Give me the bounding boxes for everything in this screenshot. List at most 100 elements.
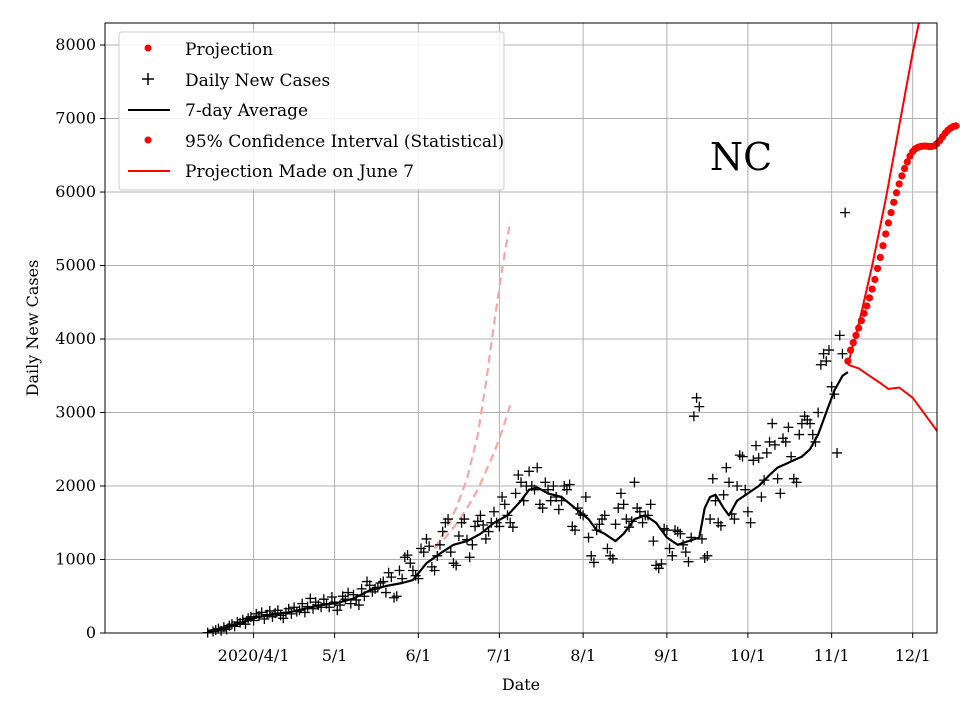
legend-plus-icon [142,73,154,85]
case-marker [548,481,559,492]
legend-dot-icon [144,136,152,144]
x-tick-label: 12/1 [895,646,931,665]
legend-entry-average: 7-day Average [128,101,308,121]
case-marker [513,469,524,480]
projection-dot [860,309,868,317]
confidence-interval-series [846,23,937,433]
legend-entry-june7: Projection Made on June 7 [128,162,414,182]
projection-dot [879,242,887,250]
legend-box [118,31,505,191]
case-marker [580,492,591,503]
case-marker [615,488,626,499]
seven-day-average-series [207,371,849,632]
x-axis-label: Date [502,675,540,694]
case-marker [532,462,543,473]
case-marker [807,429,818,440]
y-tick-label: 0 [86,623,96,642]
projection-dot [844,357,852,365]
case-marker [588,557,599,568]
case-marker [753,453,764,464]
legend-label: 7-day Average [185,101,308,121]
case-marker [826,381,837,392]
case-marker [499,499,510,510]
case-marker [761,447,772,458]
case-marker [437,526,448,537]
case-marker [453,530,464,541]
x-tick-label: 5/1 [322,646,348,665]
case-marker [524,466,535,477]
case-marker [740,484,751,495]
case-marker [656,558,667,569]
projection-dot [868,285,876,293]
case-marker [718,489,729,500]
projection-dot [846,346,855,354]
case-marker [467,539,478,550]
legend-label: Daily New Cases [185,71,330,91]
case-marker [645,499,656,510]
daily-cases-series [202,207,851,638]
case-marker [386,572,397,583]
case-marker [783,422,794,433]
case-marker [805,418,816,429]
projection-dot [852,331,860,339]
case-marker [516,477,526,488]
projection-dot [887,209,895,217]
case-marker [832,447,843,458]
y-tick-label: 6000 [55,182,96,201]
projection-dot [873,264,882,273]
legend: Projection Daily New Cases 7-day Average… [118,31,505,191]
legend-entry-projection: Projection [144,40,273,60]
case-marker [769,439,780,450]
case-marker [464,552,475,563]
case-marker [564,479,575,490]
case-marker [688,411,699,422]
case-marker [418,547,429,558]
case-marker [494,521,505,532]
case-marker [675,528,686,539]
case-marker [402,550,413,561]
projection-dot [865,294,874,302]
projection-dot [882,230,890,238]
case-marker [326,591,337,602]
case-marker [648,536,659,547]
case-marker [305,593,316,604]
case-marker [380,587,391,598]
projection-dot [884,219,892,227]
ci-lower-line [847,363,937,433]
legend-dot-icon [144,44,152,52]
average-line [207,371,849,632]
case-marker [472,516,483,527]
y-tick-label: 7000 [55,109,96,128]
projection-dot [898,172,906,180]
case-marker [378,576,389,587]
case-marker [510,488,521,499]
case-marker [497,492,508,503]
x-tick-label: 2020/4/1 [218,646,290,665]
case-marker [794,429,805,440]
case-marker [837,348,848,359]
case-marker [356,583,367,594]
case-marker [332,605,343,616]
case-marker [721,462,732,473]
y-tick-label: 5000 [55,256,96,275]
case-marker [470,521,481,532]
x-tick-label: 6/1 [405,646,431,665]
projection-dot [855,324,863,332]
case-marker [764,436,775,447]
projection-dot [857,317,865,325]
case-marker [694,401,705,412]
state-label: NC [710,135,772,179]
legend-entry-confidence: 95% Confidence Interval (Statistical) [144,132,504,152]
case-marker [667,550,678,561]
case-marker [815,359,826,370]
case-marker [791,477,802,488]
axis-ticks: 2020/4/15/16/17/18/19/110/111/112/12021/… [55,35,931,665]
case-marker [353,600,364,611]
case-marker [742,506,753,517]
projection-dot [876,253,884,262]
case-marker [813,407,824,418]
x-tick-label: 8/1 [570,646,596,665]
case-marker [724,477,734,488]
case-marker [594,519,605,530]
